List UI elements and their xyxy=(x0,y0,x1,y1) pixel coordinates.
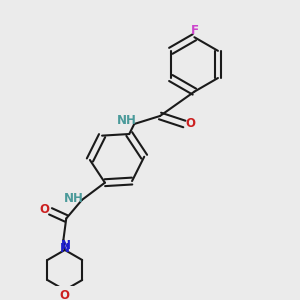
Text: NH: NH xyxy=(117,114,137,127)
Text: NH: NH xyxy=(64,192,83,205)
Text: N: N xyxy=(60,242,70,255)
Text: O: O xyxy=(186,118,196,130)
Text: O: O xyxy=(59,289,69,300)
Text: F: F xyxy=(191,24,199,37)
Text: N: N xyxy=(60,239,70,252)
Text: O: O xyxy=(39,203,49,216)
